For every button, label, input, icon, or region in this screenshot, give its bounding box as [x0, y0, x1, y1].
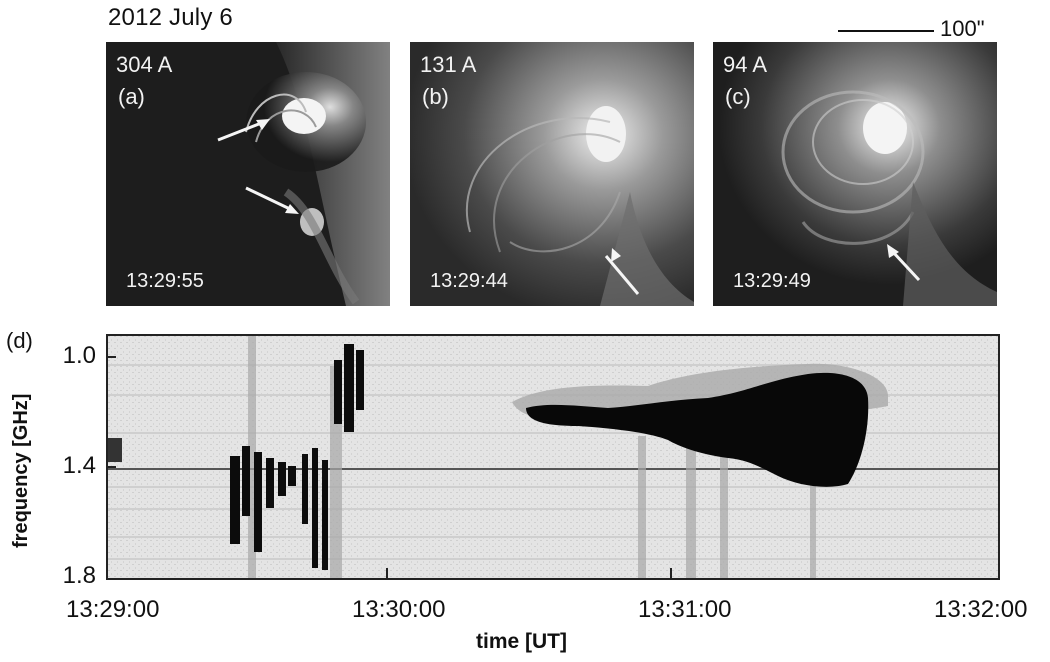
panel-304-time: 13:29:55	[126, 270, 204, 292]
y-axis-label: frequency [GHz]	[10, 393, 32, 548]
panel-131-wavelength: 131 A	[420, 52, 477, 77]
xtick-mark	[670, 568, 672, 578]
ytick-label: 1.8	[62, 562, 96, 589]
xtick-mark	[386, 568, 388, 578]
ytick-label: 1.4	[62, 452, 96, 479]
panel-94-wavelength: 94 A	[723, 52, 768, 77]
x-axis-label: time [UT]	[476, 630, 567, 653]
xtick-label: 13:32:00	[934, 596, 1028, 623]
xtick-label: 13:29:00	[66, 596, 160, 623]
panel-131-time: 13:29:44	[430, 270, 508, 292]
scale-bar	[838, 30, 934, 32]
panel-304-image: 304 A (a) 13:29:55	[106, 42, 390, 306]
panel-131-letter: (b)	[422, 84, 449, 109]
ytick-mark	[106, 466, 116, 468]
scale-bar-label: 100"	[940, 16, 985, 41]
ytick-mark	[106, 356, 116, 358]
ytick-label: 1.0	[62, 342, 96, 369]
panel-304-wavelength: 304 A	[116, 52, 173, 77]
panel-94-letter: (c)	[725, 84, 751, 109]
xtick-label: 13:30:00	[352, 596, 446, 623]
panel-131-render	[410, 42, 694, 306]
panel-131-image: 131 A (b) 13:29:44	[410, 42, 694, 306]
panel-304-render	[106, 42, 390, 306]
spectrogram-plot	[106, 334, 1000, 580]
panel-304-letter: (a)	[118, 84, 145, 109]
spectrogram-render	[108, 336, 998, 578]
figure-date-title: 2012 July 6	[108, 4, 233, 31]
panel-94-render	[713, 42, 997, 306]
xtick-label: 13:31:00	[638, 596, 732, 623]
spectrogram-panel-letter: (d)	[6, 328, 33, 353]
panel-94-image: 94 A (c) 13:29:49	[713, 42, 997, 306]
panel-94-time: 13:29:49	[733, 270, 811, 292]
